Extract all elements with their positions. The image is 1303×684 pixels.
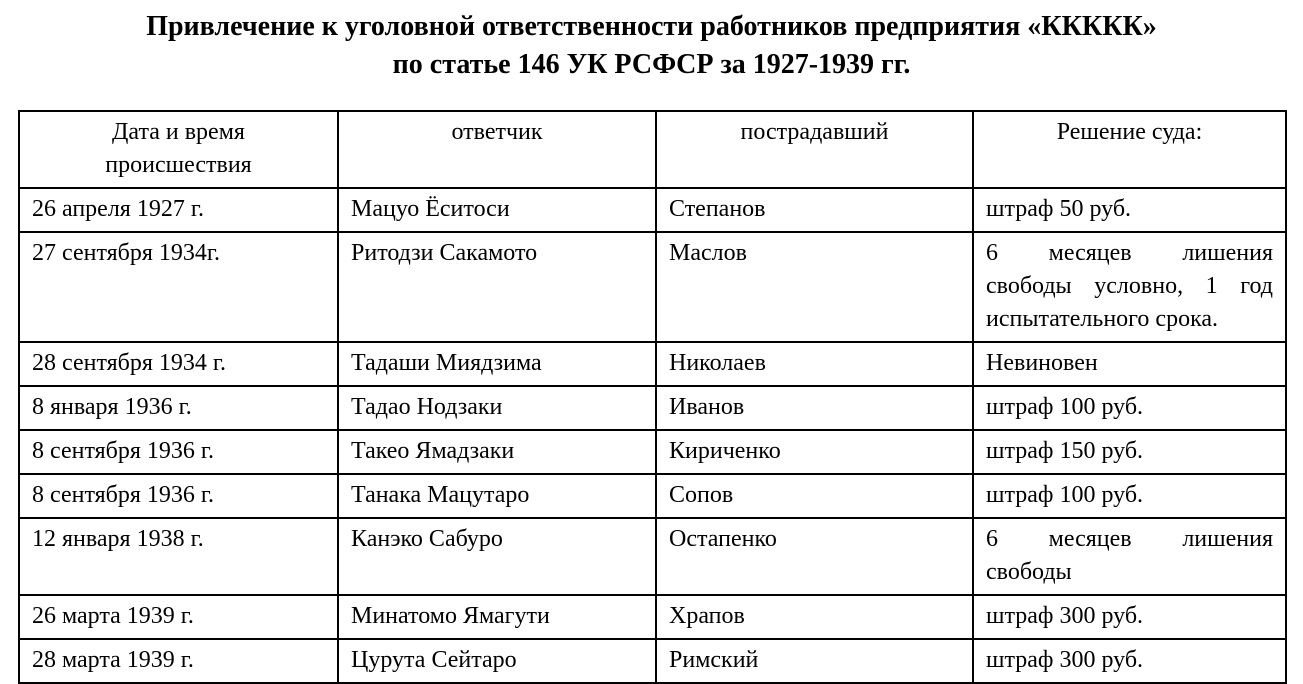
document-title-line1: Привлечение к уголовной ответственности …: [146, 11, 1157, 42]
header-row: Дата и время происшествия ответчик постр…: [18, 110, 1287, 189]
cell-victim: Николаев: [655, 341, 974, 387]
table-row: 8 января 1936 г. Тадао Нодзаки Иванов шт…: [18, 385, 1287, 431]
table-row: 8 сентября 1936 г. Танака Мацутаро Сопов…: [18, 473, 1287, 519]
cell-verdict: штраф 100 руб.: [972, 473, 1287, 519]
cell-victim: Степанов: [655, 187, 974, 233]
table-row: 26 марта 1939 г. Минатомо Ямагути Храпов…: [18, 594, 1287, 640]
cell-victim: Храпов: [655, 594, 974, 640]
cell-victim: Иванов: [655, 385, 974, 431]
cell-verdict: штраф 300 руб.: [972, 638, 1287, 684]
table-row: 28 марта 1939 г. Цурута Сейтаро Римский …: [18, 638, 1287, 684]
cell-victim: Кириченко: [655, 429, 974, 475]
column-header-victim: пострадавший: [655, 110, 974, 189]
court-table-header: Дата и время происшествия ответчик постр…: [18, 110, 1287, 189]
court-cases-table: Дата и время происшествия ответчик постр…: [18, 110, 1287, 684]
column-header-verdict: Решение суда:: [972, 110, 1287, 189]
cell-verdict: штраф 100 руб.: [972, 385, 1287, 431]
table-row: 27 сентября 1934г. Ритодзи Сакамото Масл…: [18, 231, 1287, 343]
document-title: Привлечение к уголовной ответственности …: [0, 8, 1303, 84]
cell-defendant: Тадао Нодзаки: [337, 385, 657, 431]
cell-defendant: Канэко Сабуро: [337, 517, 657, 596]
document-title-line2: по статье 146 УК РСФСР за 1927-1939 гг.: [392, 49, 911, 80]
table-row: 8 сентября 1936 г. Такео Ямадзаки Кириче…: [18, 429, 1287, 475]
cell-verdict: 6 месяцев лишения свободы: [972, 517, 1287, 596]
cell-defendant: Тадаши Миядзима: [337, 341, 657, 387]
cell-verdict: штраф 150 руб.: [972, 429, 1287, 475]
cell-victim: Маслов: [655, 231, 974, 343]
table-row: 28 сентября 1934 г. Тадаши Миядзима Нико…: [18, 341, 1287, 387]
cell-date: 8 января 1936 г.: [18, 385, 339, 431]
court-table-body: 26 апреля 1927 г. Мацуо Ёситоси Степанов…: [18, 187, 1287, 684]
table-row: 12 января 1938 г. Канэко Сабуро Остапенк…: [18, 517, 1287, 596]
column-header-date: Дата и время происшествия: [18, 110, 339, 189]
cell-date: 26 апреля 1927 г.: [18, 187, 339, 233]
cell-defendant: Танака Мацутаро: [337, 473, 657, 519]
cell-date: 28 сентября 1934 г.: [18, 341, 339, 387]
cell-verdict: штраф 50 руб.: [972, 187, 1287, 233]
cell-date: 27 сентября 1934г.: [18, 231, 339, 343]
cell-date: 8 сентября 1936 г.: [18, 473, 339, 519]
cell-defendant: Мацуо Ёситоси: [337, 187, 657, 233]
cell-victim: Римский: [655, 638, 974, 684]
cell-date: 26 марта 1939 г.: [18, 594, 339, 640]
cell-defendant: Цурута Сейтаро: [337, 638, 657, 684]
cell-victim: Остапенко: [655, 517, 974, 596]
column-header-defendant: ответчик: [337, 110, 657, 189]
cell-defendant: Ритодзи Сакамото: [337, 231, 657, 343]
cell-verdict: штраф 300 руб.: [972, 594, 1287, 640]
cell-victim: Сопов: [655, 473, 974, 519]
cell-date: 8 сентября 1936 г.: [18, 429, 339, 475]
cell-verdict: 6 месяцев лишения свободы условно, 1 год…: [972, 231, 1287, 343]
table-row: 26 апреля 1927 г. Мацуо Ёситоси Степанов…: [18, 187, 1287, 233]
cell-verdict: Невиновен: [972, 341, 1287, 387]
cell-defendant: Минатомо Ямагути: [337, 594, 657, 640]
cell-date: 12 января 1938 г.: [18, 517, 339, 596]
cell-defendant: Такео Ямадзаки: [337, 429, 657, 475]
cell-date: 28 марта 1939 г.: [18, 638, 339, 684]
